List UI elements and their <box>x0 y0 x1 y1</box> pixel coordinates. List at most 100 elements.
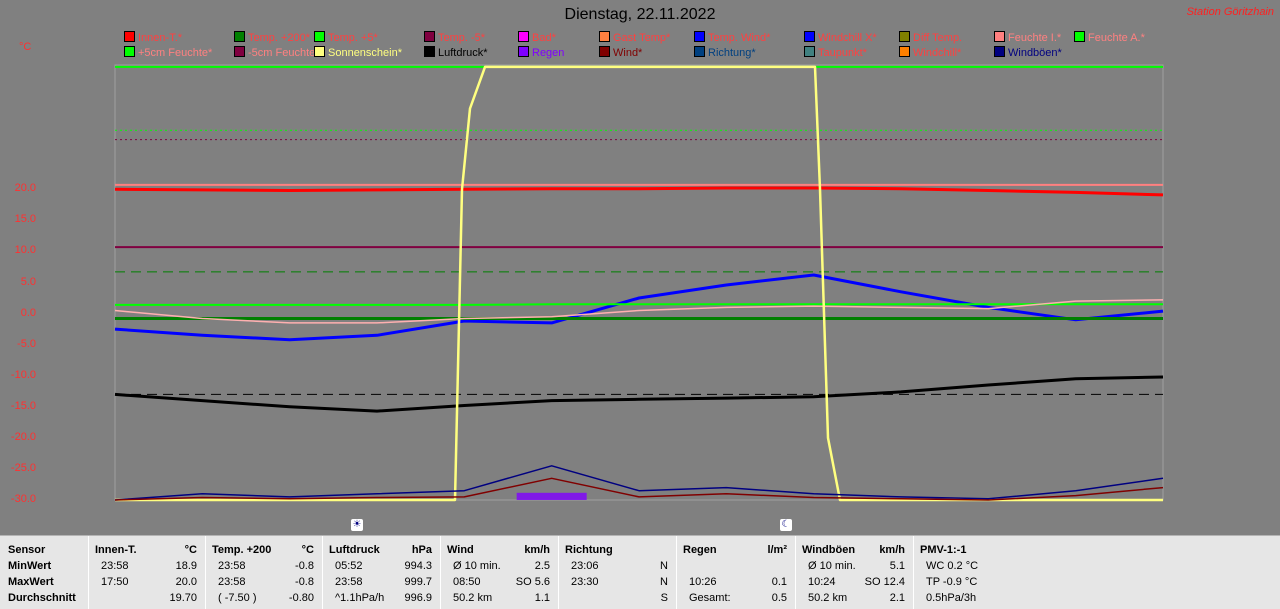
cell-value: 999.7 <box>404 576 432 588</box>
cell-time: 23:58 <box>218 560 246 572</box>
legend-label: Windböen* <box>1008 47 1062 59</box>
legend-swatch <box>694 46 705 57</box>
legend-swatch <box>694 31 705 42</box>
row-label-min: MinWert <box>8 560 52 572</box>
legend-swatch <box>424 31 435 42</box>
series-line <box>114 186 1164 197</box>
legend-item: Luftdruck* <box>424 46 488 60</box>
y-tick-label: -15.0 <box>10 399 36 412</box>
cell-value: 0.5 <box>771 592 787 604</box>
y-unit-label: °C <box>19 41 32 53</box>
stats-column: Windböen km/h Ø 10 min. 5.1 10:24 SO 12.4 50.2… <box>795 536 913 609</box>
legend-item: Feuchte A.* <box>1074 31 1145 45</box>
row-labels: Sensor MinWert MaxWert Durchschnitt <box>0 536 88 609</box>
legend-swatch <box>599 46 610 57</box>
weather-chart <box>114 64 1164 502</box>
legend-label: Temp. Wind* <box>708 32 771 44</box>
series-line <box>115 65 1163 502</box>
station-name: Station Göritzhain <box>1186 6 1274 18</box>
cell-time: Gesamt: <box>689 592 731 604</box>
series-line <box>114 299 1164 324</box>
legend-item: +5cm Feuchte* <box>124 46 212 60</box>
legend-label: Windchill X* <box>818 32 877 44</box>
legend-swatch <box>994 46 1005 57</box>
cell-time: Ø 10 min. <box>453 560 501 572</box>
cell-value: -0.80 <box>288 592 314 604</box>
legend-label: Diff Temp. <box>913 32 963 44</box>
y-tick-label: 15.0 <box>14 213 36 226</box>
cell-time: 23:58 <box>218 576 246 588</box>
stats-column: Innen-T. °C 23:58 18.9 17:50 20.0 19.70 <box>88 536 205 609</box>
legend-swatch <box>804 31 815 42</box>
cell-time: 0.5hPa/3h <box>926 592 977 604</box>
cell-time: 17:50 <box>101 576 129 588</box>
cell-value: 18.9 <box>175 560 197 572</box>
cell-time: Ø 10 min. <box>808 560 856 572</box>
column-header: Innen-T. <box>95 544 137 556</box>
column-unit: km/h <box>879 544 905 556</box>
cell-value: SO 12.4 <box>864 576 905 588</box>
chart-title: Dienstag, 22.11.2022 <box>564 6 716 23</box>
legend-item: Temp. Wind* <box>694 31 770 45</box>
legend-item: Temp. -5* <box>424 31 485 45</box>
cell-value: 5.1 <box>889 560 905 572</box>
legend-label: Feuchte A.* <box>1088 32 1145 44</box>
cell-time: 50.2 km <box>808 592 848 604</box>
series-line <box>114 477 1164 501</box>
y-tick-label: 10.0 <box>14 244 36 257</box>
legend-label: Regen <box>532 47 565 59</box>
column-unit: hPa <box>411 544 432 556</box>
legend-label: +5cm Feuchte* <box>138 47 213 59</box>
series-line <box>114 273 1164 342</box>
cell-value: SO 5.6 <box>515 576 550 588</box>
legend-item: Feuchte I.* <box>994 31 1061 45</box>
legend-label: -5cm Feuchte* <box>248 47 320 59</box>
stats-column: PMV-1:-1 WC 0.2 °C TP -0.9 °C 0.5hPa/3h <box>913 536 1033 609</box>
cell-value: 2.5 <box>534 560 550 572</box>
legend-item: Temp. +5* <box>314 31 378 45</box>
cell-time: 10:24 <box>808 576 836 588</box>
legend-item: Gast Temp* <box>599 31 670 45</box>
column-unit: km/h <box>524 544 550 556</box>
legend-swatch <box>518 46 529 57</box>
legend-label: Richtung* <box>708 47 756 59</box>
cell-value: -0.8 <box>295 576 314 588</box>
legend-swatch <box>899 31 910 42</box>
chart-legend: Innen-T.* Temp. +200* Temp. +5* Temp. -5* Ba… <box>124 31 1280 61</box>
legend-swatch <box>518 31 529 42</box>
legend-label: Temp. +5* <box>328 32 378 44</box>
legend-item: Windböen* <box>994 46 1062 60</box>
legend-swatch <box>1074 31 1085 42</box>
legend-item: Windchill X* <box>804 31 877 45</box>
cell-value: 20.0 <box>175 576 197 588</box>
cell-value: 19.70 <box>169 592 197 604</box>
y-tick-label: 5.0 <box>20 275 36 288</box>
legend-item: Richtung* <box>694 46 756 60</box>
legend-item: Diff Temp. <box>899 31 962 45</box>
y-tick-label: -25.0 <box>10 461 36 474</box>
legend-item: Wind* <box>599 46 642 60</box>
column-header: Luftdruck <box>329 544 380 556</box>
row-label-max: MaxWert <box>8 576 54 588</box>
stats-column: Temp. +200 °C 23:58 -0.8 23:58 -0.8 ( -7.50 ) -… <box>205 536 322 609</box>
legend-swatch <box>804 46 815 57</box>
legend-item: Taupunkt* <box>804 46 867 60</box>
cell-time: 23:58 <box>335 576 363 588</box>
cell-time: 50.2 km <box>453 592 493 604</box>
plot-area <box>114 64 1164 501</box>
y-tick-label: 0.0 <box>20 306 36 319</box>
cell-time: ( -7.50 ) <box>218 592 257 604</box>
series-line <box>115 303 1163 306</box>
stats-table: Sensor MinWert MaxWert Durchschnitt Inne… <box>0 535 1280 609</box>
legend-label: Sonnenschein* <box>328 47 403 59</box>
sunset-icon: ☾ <box>780 519 792 531</box>
legend-swatch <box>234 46 245 57</box>
legend-label: Bad* <box>532 32 556 44</box>
series-line <box>114 375 1164 413</box>
cell-value: 996.9 <box>404 592 432 604</box>
sunrise-icon: ☀ <box>351 519 363 531</box>
legend-item: -5cm Feuchte* <box>234 46 320 60</box>
stats-column: Regen l/m² 10:26 0.1 Gesamt: 0.5 <box>676 536 795 609</box>
legend-label: Innen-T.* <box>138 32 183 44</box>
row-label-avg: Durchschnitt <box>8 592 76 604</box>
